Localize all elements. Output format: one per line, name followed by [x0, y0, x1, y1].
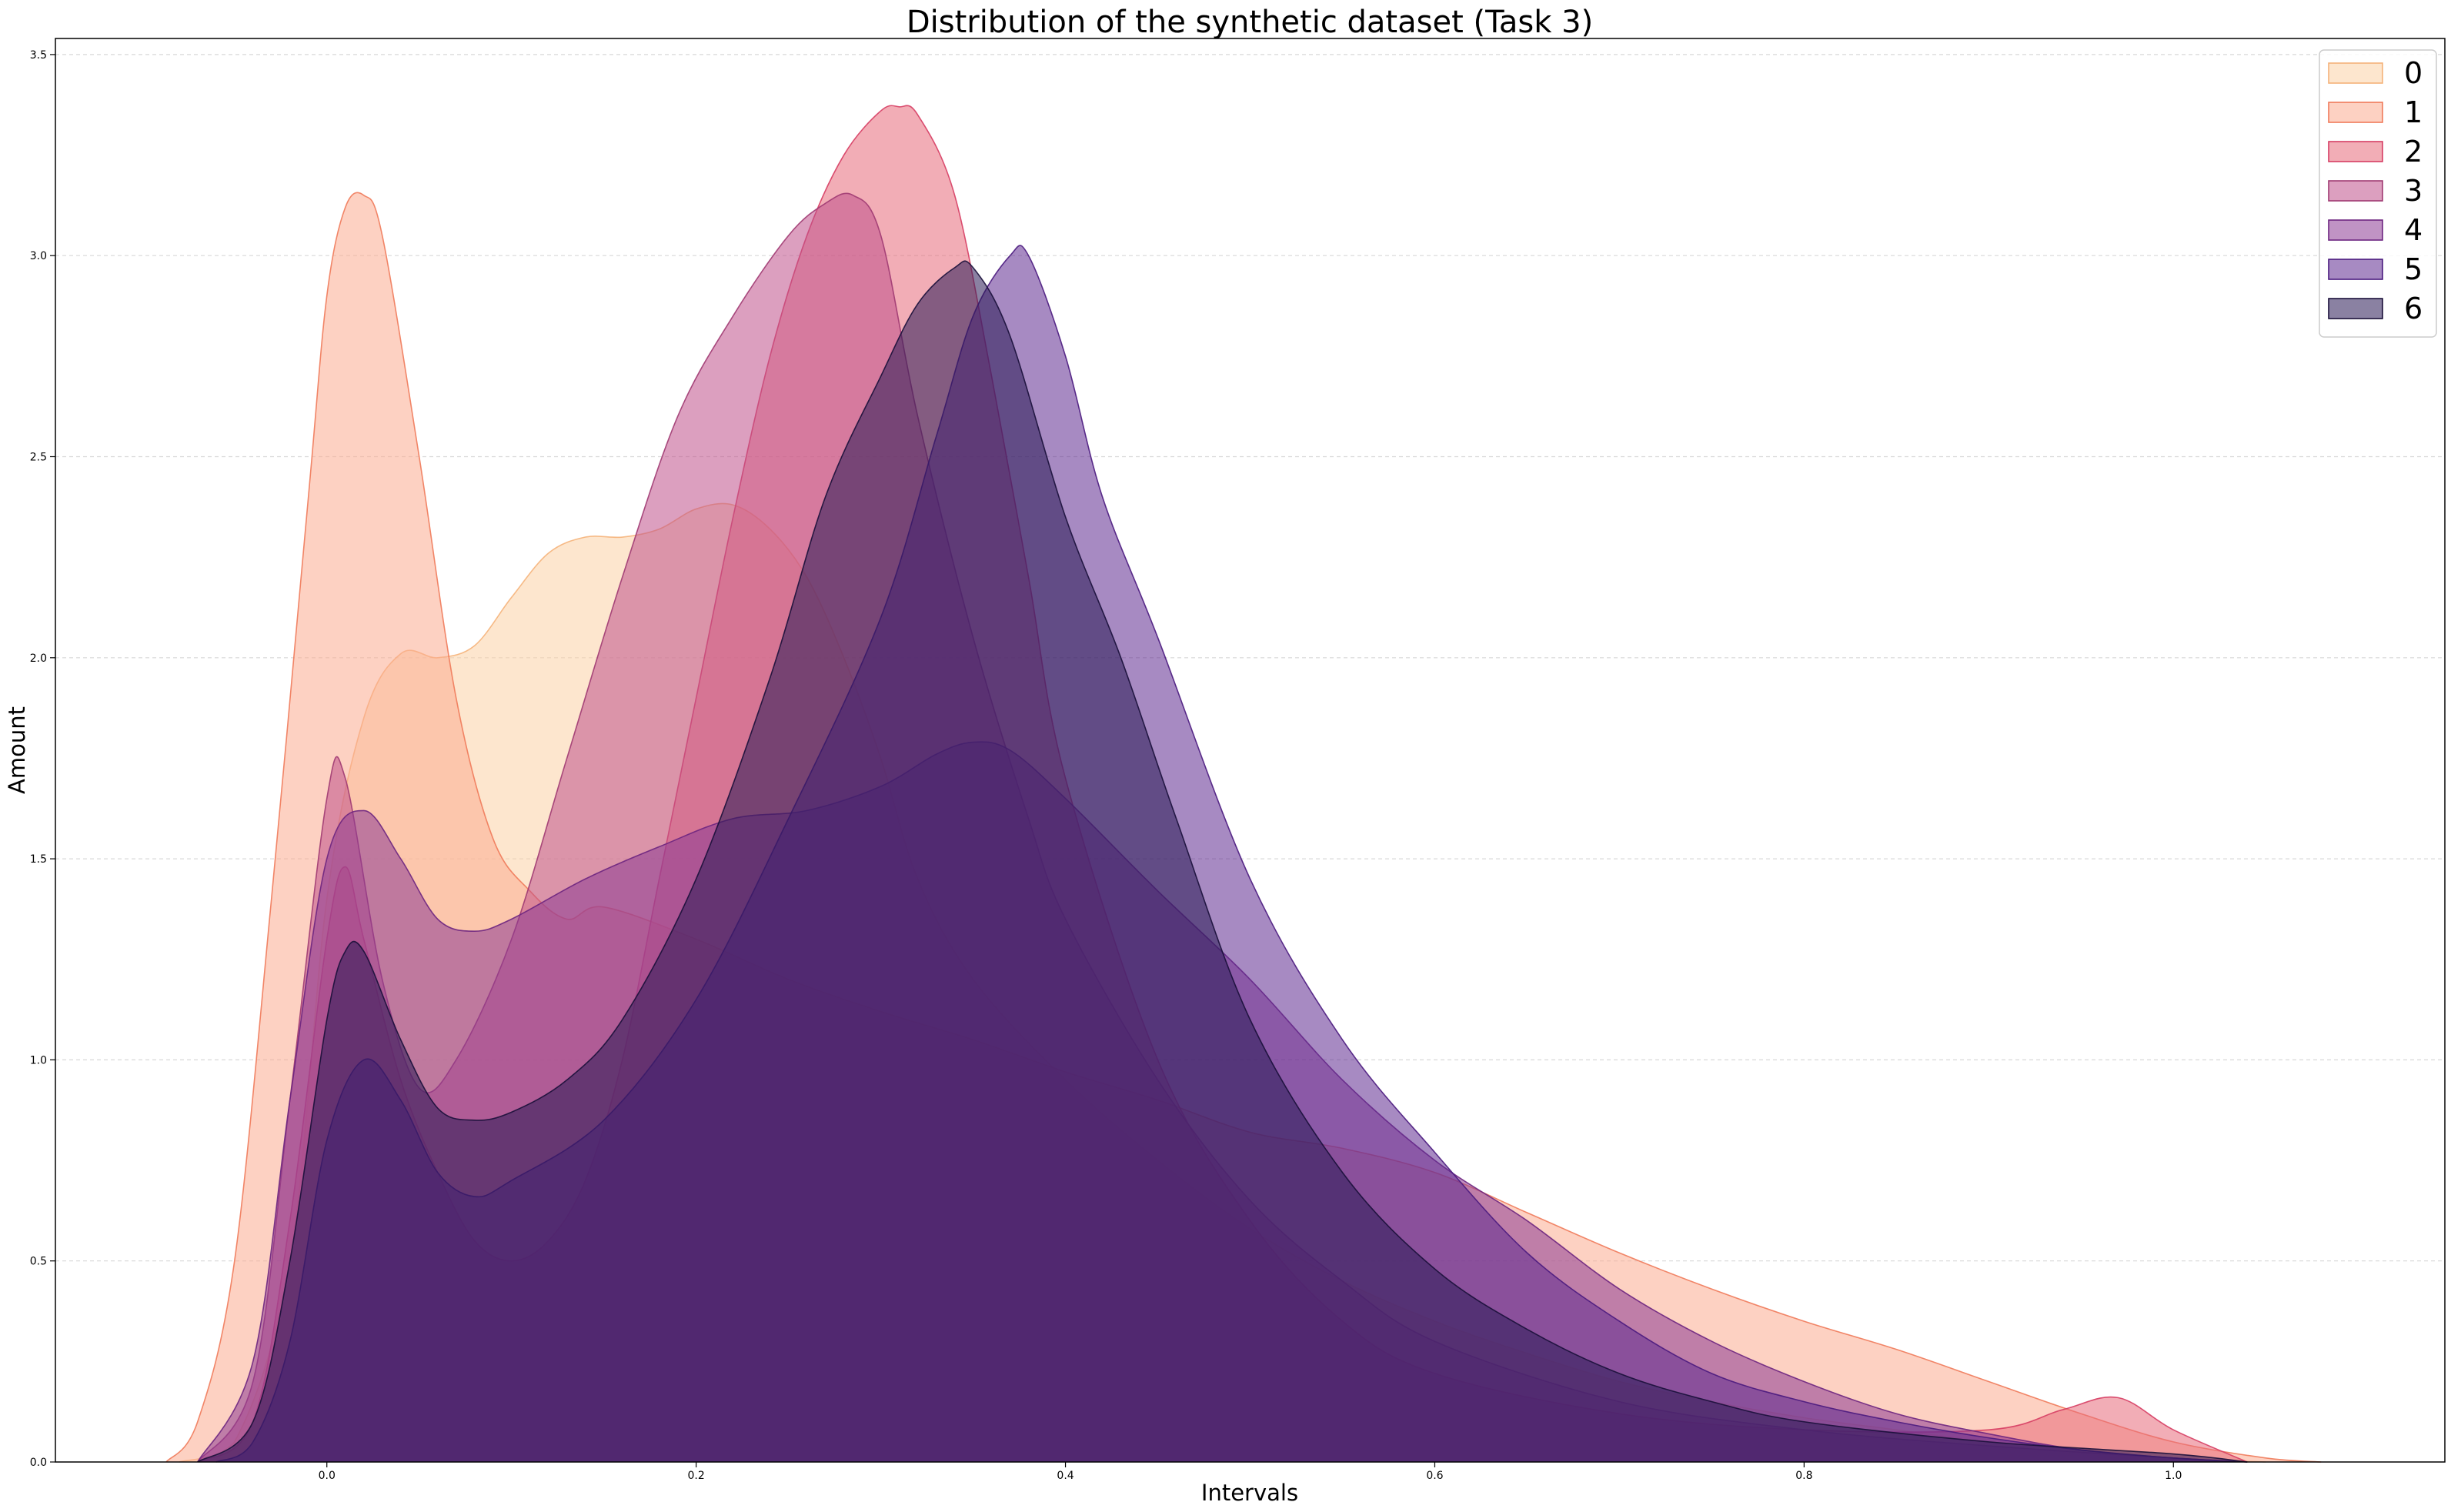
legend-swatch-6 — [2328, 298, 2383, 319]
legend-label-5: 5 — [2404, 252, 2423, 286]
chart-title: Distribution of the synthetic dataset (T… — [907, 5, 1593, 40]
legend: 0 1 2 3 4 5 6 — [2319, 49, 2437, 338]
line-series-6 — [197, 260, 2248, 1463]
series-areas — [165, 105, 2322, 1463]
legend-label-3: 3 — [2404, 174, 2423, 208]
area-series-6 — [197, 261, 2248, 1462]
y-tick-label: 0.5 — [30, 1256, 47, 1268]
x-axis-label: Intervals — [1201, 1480, 1298, 1506]
legend-swatch-5 — [2328, 259, 2383, 280]
legend-label-6: 6 — [2404, 292, 2423, 325]
x-tick-label: 0.4 — [1057, 1470, 1074, 1482]
legend-label-1: 1 — [2404, 95, 2423, 129]
legend-label-0: 0 — [2404, 56, 2423, 90]
x-tick-label: 0.2 — [688, 1470, 705, 1482]
legend-swatch-0 — [2328, 62, 2383, 84]
legend-swatch-3 — [2328, 180, 2383, 202]
legend-label-2: 2 — [2404, 135, 2423, 169]
legend-swatch-2 — [2328, 141, 2383, 162]
x-axis-ticks: 0.0 0.2 0.4 0.6 0.8 1.0 — [319, 1462, 2182, 1482]
x-tick-label: 0.0 — [319, 1470, 336, 1482]
y-tick-label: 1.0 — [30, 1054, 47, 1066]
y-axis-ticks: 0.0 0.5 1.0 1.5 2.0 2.5 3.0 3.5 — [30, 49, 55, 1469]
legend-label-4: 4 — [2404, 213, 2423, 247]
y-tick-label: 2.0 — [30, 653, 47, 665]
y-tick-label: 1.5 — [30, 853, 47, 866]
y-tick-label: 3.5 — [30, 49, 47, 62]
x-tick-label: 0.8 — [1795, 1470, 1812, 1482]
y-tick-label: 0.0 — [30, 1457, 47, 1469]
y-axis-label: Amount — [4, 706, 30, 794]
legend-swatch-4 — [2328, 219, 2383, 241]
plot-frame — [55, 38, 2446, 1463]
x-tick-label: 0.6 — [1426, 1470, 1443, 1482]
legend-swatch-1 — [2328, 102, 2383, 123]
x-tick-label: 1.0 — [2165, 1470, 2182, 1482]
y-tick-label: 3.0 — [30, 250, 47, 262]
y-tick-label: 2.5 — [30, 452, 47, 464]
